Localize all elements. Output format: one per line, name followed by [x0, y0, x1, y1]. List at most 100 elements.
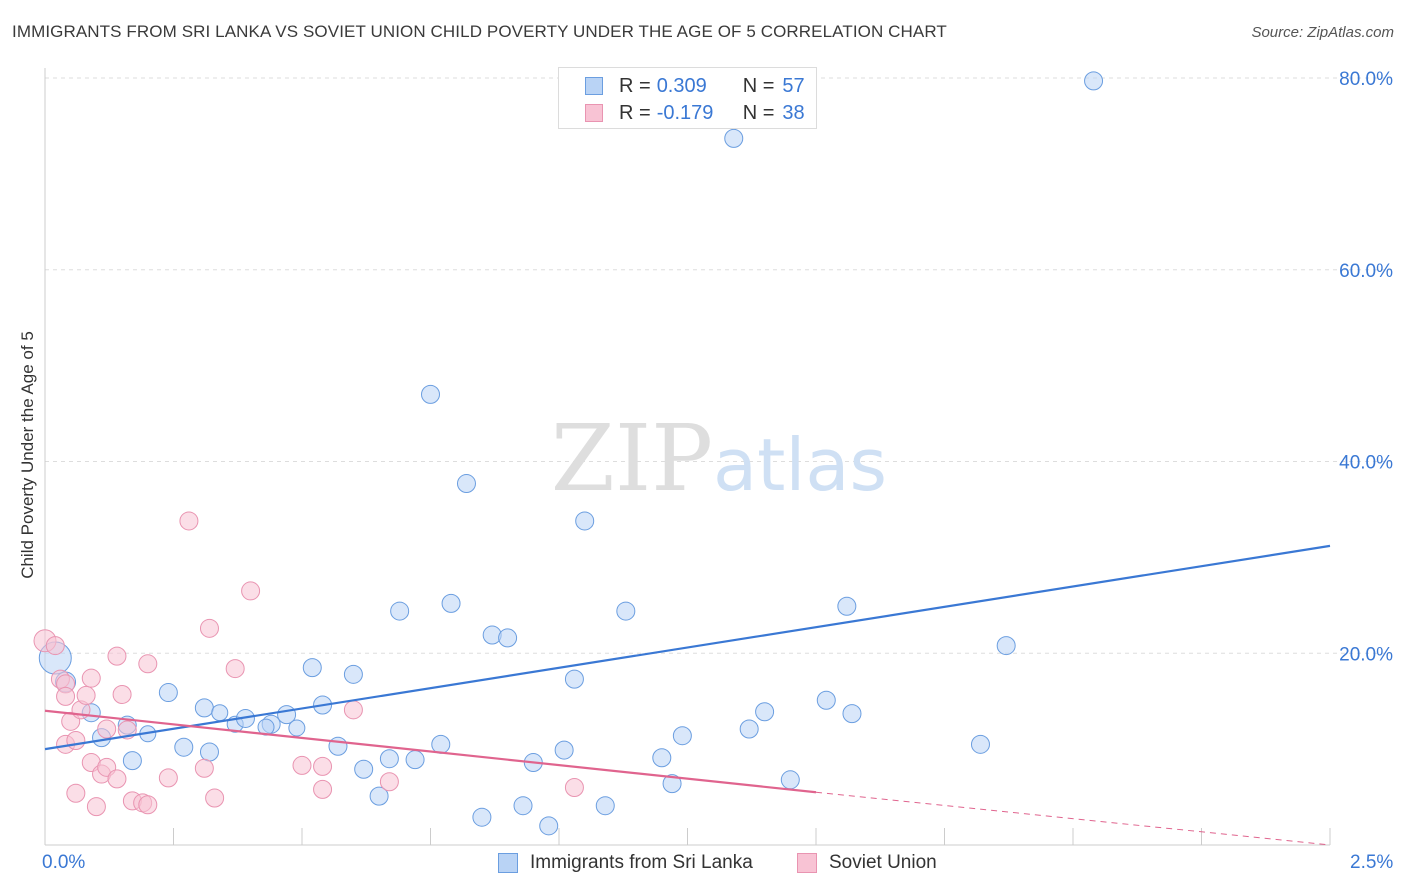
data-point: [482, 625, 502, 645]
data-point: [97, 719, 117, 739]
data-point: [575, 511, 595, 531]
data-point: [379, 749, 399, 769]
data-point: [564, 669, 584, 689]
r-value: -0.179: [656, 101, 714, 124]
data-point: [292, 755, 312, 775]
data-point: [241, 581, 261, 601]
data-point: [66, 783, 86, 803]
trend-lines: [44, 544, 1331, 846]
data-point: [328, 736, 348, 756]
data-point: [313, 756, 333, 776]
data-point: [498, 628, 518, 648]
data-point: [205, 788, 225, 808]
n-label: N =: [742, 74, 775, 97]
y-tick-labels: 20.0% 40.0% 60.0% 80.0%: [1339, 69, 1393, 665]
data-point: [313, 779, 333, 799]
y-tick-label: 40.0%: [1339, 453, 1393, 474]
n-value: 57: [782, 74, 805, 97]
data-point: [513, 796, 533, 816]
trend-line: [44, 544, 1331, 751]
data-point: [343, 700, 363, 720]
y-tick-label: 80.0%: [1339, 69, 1393, 90]
data-point: [158, 768, 178, 788]
data-point: [86, 797, 106, 817]
data-point: [539, 816, 559, 836]
data-point: [739, 719, 759, 739]
data-point: [138, 795, 158, 815]
data-point: [564, 777, 584, 797]
data-point: [405, 750, 425, 770]
data-point: [842, 704, 862, 724]
source-label: Source: ZipAtlas.com: [1251, 24, 1394, 41]
r-value: 0.309: [656, 74, 707, 97]
data-point: [441, 593, 461, 613]
data-point: [138, 654, 158, 674]
y-tick-label: 20.0%: [1339, 644, 1393, 665]
data-point: [662, 774, 682, 794]
n-label: N =: [742, 101, 775, 124]
r-label: R =: [619, 74, 651, 97]
legend-label: Immigrants from Sri Lanka: [530, 852, 753, 873]
trend-line-extrapolated: [815, 791, 1331, 846]
legend-item-soviet-union: Soviet Union: [797, 852, 937, 874]
n-value: 38: [782, 101, 805, 124]
data-point: [343, 664, 363, 684]
data-point: [816, 690, 836, 710]
legend-label: Soviet Union: [829, 852, 937, 873]
data-point: [755, 702, 775, 722]
data-point: [554, 740, 574, 760]
data-point: [837, 596, 857, 616]
data-point: [158, 683, 178, 703]
data-point: [66, 730, 86, 750]
legend-swatch-pink: [585, 104, 603, 122]
data-point: [56, 686, 76, 706]
legend-swatch-blue: [498, 853, 518, 873]
data-point: [122, 751, 142, 771]
legend-swatch-pink: [797, 853, 817, 873]
data-point: [456, 474, 476, 494]
legend-swatch-blue: [585, 77, 603, 95]
data-point: [199, 742, 219, 762]
correlation-legend: R = 0.309 N = 57 R = -0.179 N = 38: [558, 67, 817, 129]
axes: [44, 68, 1331, 846]
chart-title: IMMIGRANTS FROM SRI LANKA VS SOVIET UNIO…: [12, 22, 947, 41]
data-point: [595, 796, 615, 816]
data-point: [288, 719, 306, 737]
data-point: [724, 128, 744, 148]
x-tick-min: 0.0%: [42, 852, 86, 873]
data-point: [421, 384, 440, 404]
data-point: [179, 511, 199, 531]
data-point: [354, 759, 374, 779]
data-point: [107, 646, 127, 666]
trend-line: [44, 709, 817, 794]
series-legend: Immigrants from Sri Lanka Soviet Union: [0, 852, 1406, 878]
data-point: [45, 636, 65, 656]
data-point: [652, 748, 672, 768]
data-point: [390, 601, 410, 621]
data-point: [211, 704, 229, 722]
data-point: [194, 758, 214, 778]
data-point: [970, 734, 990, 754]
data-point: [369, 786, 389, 806]
data-point: [1084, 71, 1104, 91]
data-point: [199, 618, 219, 638]
data-point: [472, 807, 492, 827]
data-point: [672, 726, 692, 746]
data-point: [302, 658, 322, 678]
data-point: [107, 769, 127, 789]
data-point: [379, 772, 399, 792]
data-point: [431, 734, 451, 754]
data-point: [81, 668, 101, 688]
data-point: [225, 659, 245, 679]
legend-row-soviet-union: R = -0.179 N = 38: [585, 99, 805, 127]
legend-item-sri-lanka: Immigrants from Sri Lanka: [498, 852, 753, 874]
data-point: [780, 770, 800, 790]
data-point: [616, 601, 636, 621]
data-point: [76, 685, 96, 705]
data-point: [996, 636, 1016, 656]
x-tick-max: 2.5%: [1350, 852, 1394, 873]
watermark-zip: ZIP: [551, 405, 713, 512]
legend-row-sri-lanka: R = 0.309 N = 57: [585, 72, 805, 100]
watermark-atlas: atlas: [713, 423, 887, 507]
